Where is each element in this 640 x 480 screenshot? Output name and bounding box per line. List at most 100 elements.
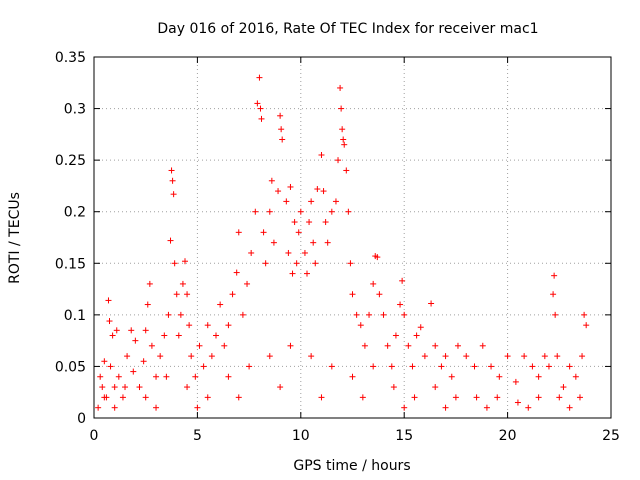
data-point <box>295 229 302 236</box>
data-point <box>471 363 478 370</box>
data-point <box>340 136 347 143</box>
data-point <box>529 363 536 370</box>
data-point <box>297 208 304 215</box>
data-point <box>119 394 126 401</box>
data-point <box>345 208 352 215</box>
data-point <box>153 373 160 380</box>
data-point <box>301 249 308 256</box>
data-point <box>312 260 319 267</box>
y-tick-label: 0 <box>77 411 86 427</box>
data-point <box>401 404 408 411</box>
data-point <box>239 311 246 318</box>
data-point <box>442 353 449 360</box>
data-point <box>361 342 368 349</box>
data-point <box>392 332 399 339</box>
data-point <box>130 368 137 375</box>
data-point <box>370 280 377 287</box>
data-point <box>266 353 273 360</box>
data-point <box>454 342 461 349</box>
data-point <box>293 260 300 267</box>
x-tick-label: 0 <box>90 428 99 444</box>
data-point <box>332 198 339 205</box>
data-point <box>566 363 573 370</box>
data-point <box>168 167 175 174</box>
data-point <box>148 342 155 349</box>
data-point <box>560 384 567 391</box>
axis-ticks: 0 5 10 15 20 25 0 0.05 0.1 0.15 0.2 0.25 0.3 0.35 <box>55 50 620 444</box>
data-point <box>142 327 149 334</box>
data-point <box>417 324 424 331</box>
data-point <box>256 74 263 81</box>
data-point <box>432 342 439 349</box>
data-point <box>289 270 296 277</box>
data-point <box>322 219 329 226</box>
data-point <box>353 311 360 318</box>
data-point <box>163 373 170 380</box>
data-point <box>397 301 404 308</box>
data-point <box>233 269 240 276</box>
data-point <box>161 332 168 339</box>
x-tick-label: 25 <box>602 428 620 444</box>
data-point <box>167 237 174 244</box>
data-point <box>479 342 486 349</box>
data-point <box>401 311 408 318</box>
data-point <box>428 300 435 307</box>
data-point <box>204 322 211 329</box>
data-point <box>97 373 104 380</box>
data-point <box>175 332 182 339</box>
data-point <box>254 100 261 107</box>
data-point <box>229 291 236 298</box>
data-point <box>310 239 317 246</box>
data-point <box>221 342 228 349</box>
data-point <box>521 353 528 360</box>
y-tick-label: 0.05 <box>55 359 86 375</box>
data-point <box>184 384 191 391</box>
data-point <box>399 277 406 284</box>
data-point <box>452 394 459 401</box>
data-point <box>308 353 315 360</box>
data-point <box>343 167 350 174</box>
data-point <box>545 363 552 370</box>
data-point <box>494 394 501 401</box>
data-point <box>357 322 364 329</box>
data-point <box>173 291 180 298</box>
data-point <box>504 353 511 360</box>
data-point <box>413 332 420 339</box>
data-point <box>140 358 147 365</box>
data-point <box>409 363 416 370</box>
data-point <box>359 394 366 401</box>
data-point <box>235 229 242 236</box>
data-point <box>366 311 373 318</box>
data-point <box>177 311 184 318</box>
data-point <box>107 363 114 370</box>
data-point <box>124 353 131 360</box>
y-tick-label: 0.15 <box>55 256 86 272</box>
data-point <box>279 136 286 143</box>
data-point <box>244 280 251 287</box>
data-point <box>304 270 311 277</box>
data-point <box>473 394 480 401</box>
data-point <box>132 337 139 344</box>
y-tick-label: 0.35 <box>55 50 86 66</box>
data-point <box>514 399 521 406</box>
data-point <box>181 258 188 265</box>
data-point <box>576 394 583 401</box>
data-point <box>106 318 113 325</box>
data-point <box>144 301 151 308</box>
data-point <box>390 384 397 391</box>
data-point <box>257 105 264 112</box>
data-point <box>101 394 108 401</box>
y-tick-label: 0.2 <box>64 205 86 221</box>
data-point <box>306 219 313 226</box>
data-point <box>411 394 418 401</box>
data-point <box>260 229 267 236</box>
data-point <box>347 260 354 267</box>
data-point <box>370 363 377 370</box>
data-point <box>101 358 108 365</box>
data-point <box>287 342 294 349</box>
data-point <box>552 311 559 318</box>
data-point <box>318 151 325 158</box>
data-point <box>349 291 356 298</box>
plot-frame <box>93 56 612 419</box>
